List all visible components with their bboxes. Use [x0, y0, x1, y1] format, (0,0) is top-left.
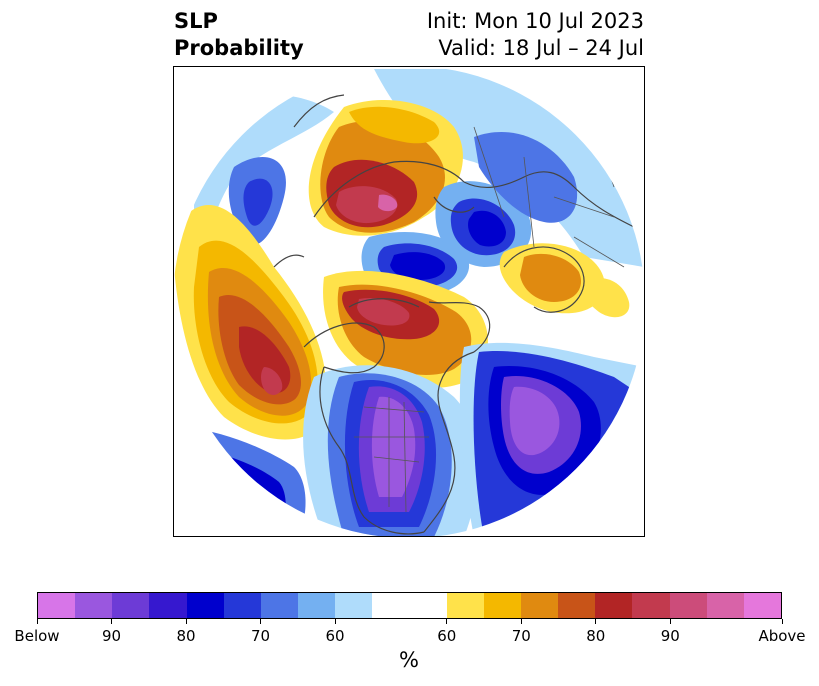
shade-above-siberia-95 [378, 194, 398, 212]
colorbar [37, 592, 782, 619]
colorbar-tick-label: 90 [101, 627, 122, 645]
colorbar-tick-label: 90 [660, 627, 680, 645]
colorbar-unit: % [399, 648, 419, 672]
colorbar-segment [632, 593, 670, 618]
colorbar-tick [334, 619, 336, 624]
colorbar-tick-label: 60 [325, 627, 345, 645]
colorbar-tick-label: Below [14, 627, 60, 645]
colorbar-segment [112, 593, 150, 618]
colorbar-tick [111, 619, 112, 624]
colorbar-tick-label: 70 [511, 627, 531, 645]
colorbar-segment [38, 593, 76, 618]
colorbar-tick-label: 70 [250, 627, 271, 645]
colorbar-segment [372, 593, 447, 618]
colorbar-tick [446, 619, 448, 624]
colorbar-segment [558, 593, 596, 618]
colorbar-tick [185, 619, 187, 624]
colorbar-segment [595, 593, 633, 618]
colorbar-tick [669, 619, 671, 624]
title-variable: SLP [174, 9, 218, 33]
colorbar-segment [446, 593, 484, 618]
colorbar-segment [75, 593, 113, 618]
valid-range: Valid: 18 Jul – 24 Jul [438, 36, 644, 60]
coastlines [273, 94, 635, 535]
colorbar-segment [521, 593, 559, 618]
colorbar-tick-label: 80 [586, 627, 606, 645]
init-date: Init: Mon 10 Jul 2023 [426, 9, 644, 33]
colorbar-tick [260, 619, 261, 624]
colorbar-segment [223, 593, 261, 618]
map-subtitle: Init: Mon 10 Jul 2023 Valid: 18 Jul – 24… [427, 8, 644, 62]
colorbar-tick [781, 619, 783, 624]
colorbar-segment [706, 593, 744, 618]
colorbar-segment [149, 593, 187, 618]
colorbar-tick [520, 619, 522, 624]
colorbar-tick [36, 619, 38, 624]
colorbar-segment [743, 593, 782, 618]
colorbar-segment [298, 593, 336, 618]
map-panel [173, 66, 645, 537]
shade-blue-west-core [243, 178, 273, 226]
shade-below-atlantic-90 [509, 386, 560, 456]
shade-below-russia [474, 131, 578, 223]
colorbar-segment [483, 593, 522, 618]
colorbar-tick-label: 80 [176, 627, 196, 645]
map-title: SLP Probability [174, 8, 304, 62]
shade-above-pacific-85 [261, 367, 283, 395]
colorbar-tick-label: Above [758, 627, 806, 645]
colorbar-segment [669, 593, 707, 618]
shade-below-kara-85 [468, 210, 506, 247]
shade-above-scand-east [582, 278, 630, 318]
colorbar-tick-label: 60 [437, 627, 457, 645]
shade-above-siberia-north [349, 106, 440, 144]
shade-below-arctic-85 [390, 252, 446, 280]
polar-map [174, 67, 644, 536]
colorbar-tick [595, 619, 597, 624]
shade-above-scand-70 [520, 253, 582, 302]
shade-above-canada-85 [357, 297, 410, 326]
colorbar-segment [260, 593, 299, 618]
colorbar-segment [186, 593, 224, 618]
colorbar-segment [335, 593, 373, 618]
title-kind: Probability [174, 36, 304, 60]
